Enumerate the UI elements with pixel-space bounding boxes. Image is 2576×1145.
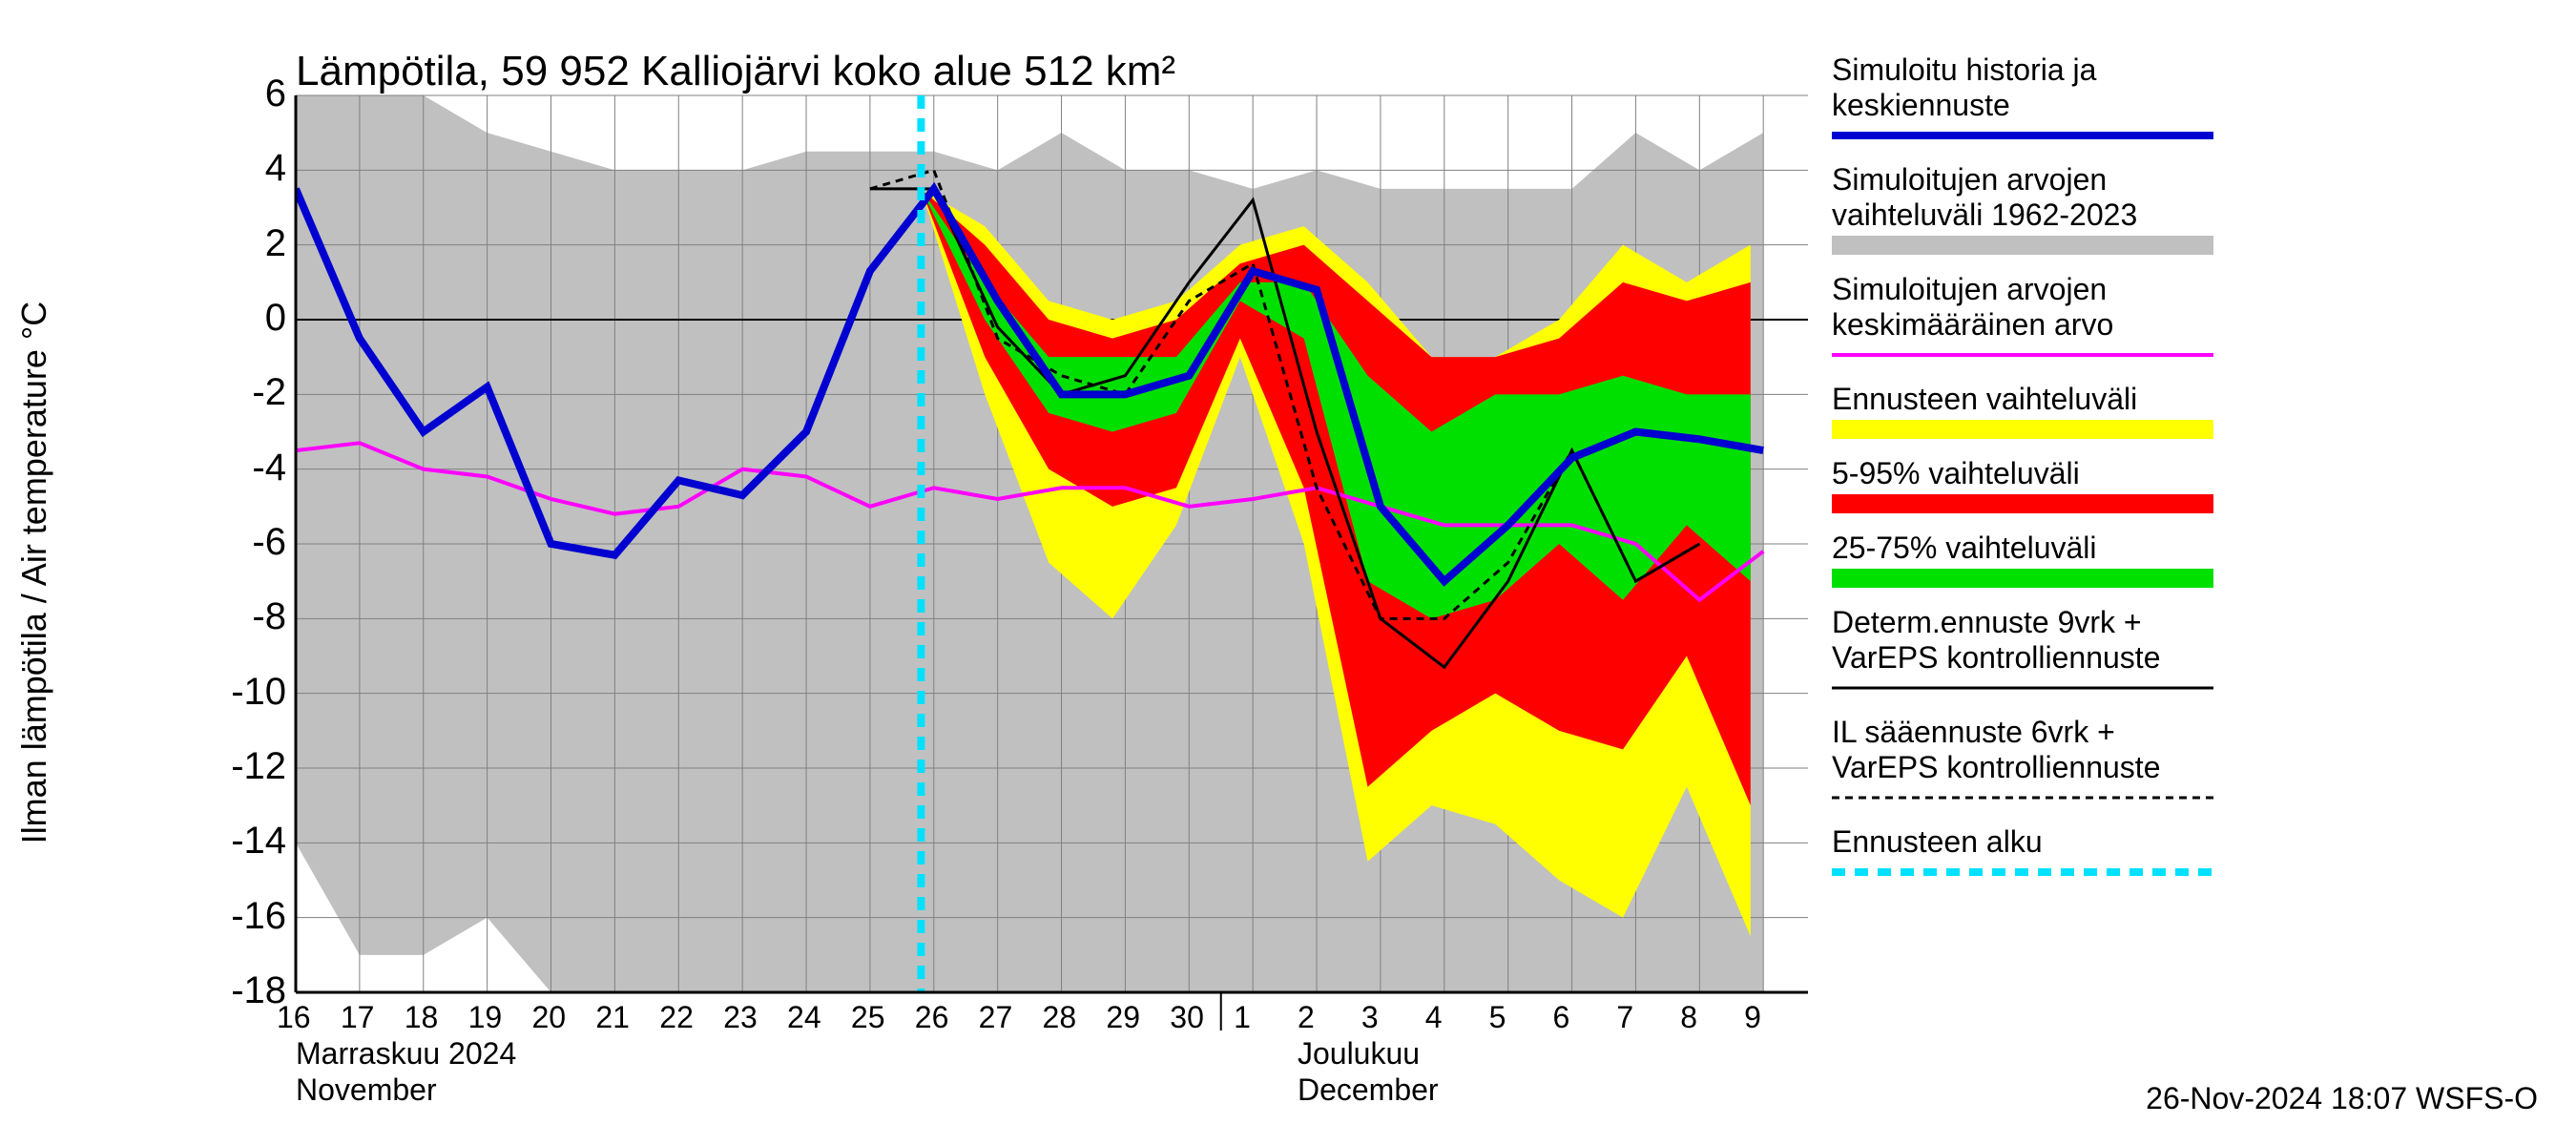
legend-label: 25-75% vaihteluväli: [1832, 531, 2557, 566]
legend-swatch: [1832, 236, 2213, 255]
legend-label: Simuloitujen arvojen vaihteluväli 1962-2…: [1832, 162, 2557, 233]
legend-label: IL sääennuste 6vrk + VarEPS kontrollienn…: [1832, 715, 2557, 785]
legend-label: Determ.ennuste 9vrk + VarEPS kontrollien…: [1832, 605, 2557, 676]
legend-swatch: [1832, 788, 2213, 807]
legend: Simuloitu historia ja keskiennuste Simulo…: [1832, 52, 2557, 899]
legend-entry: Simuloitujen arvojen keskimääräinen arvo: [1832, 272, 2557, 378]
legend-label: Simuloitu historia ja keskiennuste: [1832, 52, 2557, 123]
legend-label: Ennusteen alku: [1832, 824, 2557, 860]
legend-entry: 5-95% vaihteluväli: [1832, 456, 2557, 527]
legend-swatch: [1832, 678, 2213, 697]
legend-entry: Ennusteen vaihteluväli: [1832, 382, 2557, 452]
legend-label: Simuloitujen arvojen keskimääräinen arvo: [1832, 272, 2557, 343]
legend-entry: 25-75% vaihteluväli: [1832, 531, 2557, 601]
legend-label: 5-95% vaihteluväli: [1832, 456, 2557, 491]
legend-entry: Simuloitujen arvojen vaihteluväli 1962-2…: [1832, 162, 2557, 268]
legend-swatch: [1832, 126, 2213, 145]
footer-timestamp: 26-Nov-2024 18:07 WSFS-O: [2146, 1081, 2538, 1116]
legend-entry: Ennusteen alku: [1832, 824, 2557, 895]
legend-swatch: [1832, 420, 2213, 439]
legend-entry: Determ.ennuste 9vrk + VarEPS kontrollien…: [1832, 605, 2557, 711]
legend-swatch: [1832, 345, 2213, 364]
legend-entry: IL sääennuste 6vrk + VarEPS kontrollienn…: [1832, 715, 2557, 821]
chart-container: Ilman lämpötila / Air temperature °C Läm…: [0, 0, 2576, 1145]
legend-swatch: [1832, 494, 2213, 513]
legend-label: Ennusteen vaihteluväli: [1832, 382, 2557, 417]
legend-swatch: [1832, 863, 2213, 882]
legend-swatch: [1832, 569, 2213, 588]
legend-entry: Simuloitu historia ja keskiennuste: [1832, 52, 2557, 158]
